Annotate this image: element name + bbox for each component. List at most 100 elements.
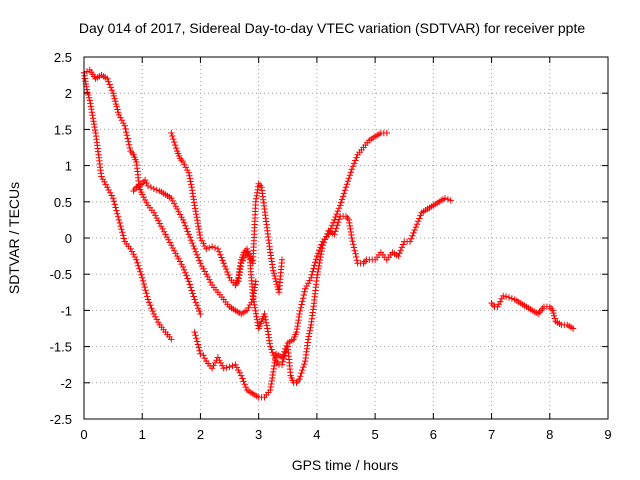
data-point (327, 229, 330, 232)
data-point (548, 305, 551, 308)
data-point (540, 309, 542, 312)
data-point (199, 237, 202, 239)
data-point (158, 222, 161, 225)
x-tick-label: 9 (604, 427, 611, 442)
data-point (193, 331, 196, 333)
data-point (135, 186, 138, 189)
data-point (278, 291, 280, 294)
data-point (147, 185, 149, 187)
data-point (316, 277, 318, 279)
data-point (493, 305, 496, 308)
data-point (566, 324, 569, 326)
data-point (144, 179, 146, 181)
grid (84, 57, 608, 419)
data-point (112, 197, 114, 199)
data-point (397, 255, 400, 257)
data-point (170, 244, 173, 247)
data-point (391, 251, 394, 254)
data-point (368, 139, 371, 142)
data-point (118, 114, 120, 116)
data-point (193, 204, 196, 207)
data-point (316, 255, 318, 257)
data-point (490, 302, 493, 304)
data-point (531, 309, 534, 312)
data-point (266, 327, 269, 330)
data-point (310, 324, 312, 326)
data-point (176, 255, 178, 257)
data-point (292, 382, 295, 384)
data-point (356, 153, 359, 156)
data-point (295, 331, 298, 333)
data-point (307, 338, 309, 341)
data-point (310, 277, 312, 279)
data-point (147, 204, 149, 207)
y-tick-label: 0 (65, 231, 72, 246)
data-point (351, 237, 353, 239)
data-point (380, 251, 382, 254)
data-point (135, 258, 138, 261)
data-point (374, 135, 376, 138)
data-point (193, 248, 196, 250)
data-point (188, 172, 190, 174)
data-point (205, 248, 208, 250)
data-point (260, 186, 263, 189)
data-point (176, 208, 178, 210)
y-tick-label: 1.5 (54, 122, 72, 137)
data-point (153, 211, 155, 214)
data-point (132, 190, 135, 192)
data-point (176, 150, 178, 152)
data-point (263, 396, 266, 399)
data-point (281, 363, 283, 366)
data-point (356, 262, 359, 265)
data-point (193, 298, 196, 301)
y-axis-title: SDTVAR / TECUs (6, 182, 22, 294)
x-tick-label: 5 (371, 427, 378, 442)
data-points (80, 66, 577, 401)
data-point (348, 219, 350, 221)
data-point (260, 320, 263, 323)
data-point (202, 354, 205, 357)
data-point (234, 284, 237, 286)
data-point (199, 313, 202, 315)
data-point (321, 244, 324, 247)
x-axis-title: GPS time / hours (292, 457, 399, 473)
data-point (100, 74, 103, 76)
data-point (351, 168, 353, 171)
data-point (551, 309, 554, 312)
data-point (190, 186, 193, 189)
data-point (217, 248, 219, 250)
data-point (182, 266, 184, 268)
data-point (237, 280, 240, 283)
data-point (234, 309, 237, 312)
data-point (292, 338, 295, 341)
data-point (240, 258, 242, 261)
data-point (141, 193, 144, 196)
data-point (240, 313, 242, 315)
data-point (403, 240, 406, 243)
x-tick-label: 3 (255, 427, 262, 442)
data-point (129, 150, 132, 152)
data-point (211, 245, 213, 248)
data-point (537, 313, 539, 315)
data-point (205, 273, 208, 276)
data-point (263, 208, 266, 210)
data-point (89, 99, 91, 102)
data-point (89, 69, 91, 71)
data-point (269, 389, 272, 391)
data-point (158, 324, 161, 326)
data-point (234, 363, 237, 366)
data-point (199, 353, 202, 355)
y-tick-label: -1.5 (50, 340, 72, 355)
data-point (333, 233, 336, 236)
data-point (385, 258, 388, 261)
data-point (164, 331, 167, 333)
data-point (420, 211, 423, 214)
y-tick-label: -2 (60, 376, 72, 391)
data-point (499, 300, 502, 303)
data-point (170, 197, 173, 199)
axis-ticks: 0 1 2 3 4 5 6 7 8 9 2.5 2 1.5 1 0.5 0 -0.5 -1 -1.5 -2 -2.5 (50, 50, 612, 442)
series-markers (488, 292, 577, 332)
data-point (211, 284, 213, 286)
data-point (164, 193, 167, 196)
data-point (272, 269, 275, 272)
